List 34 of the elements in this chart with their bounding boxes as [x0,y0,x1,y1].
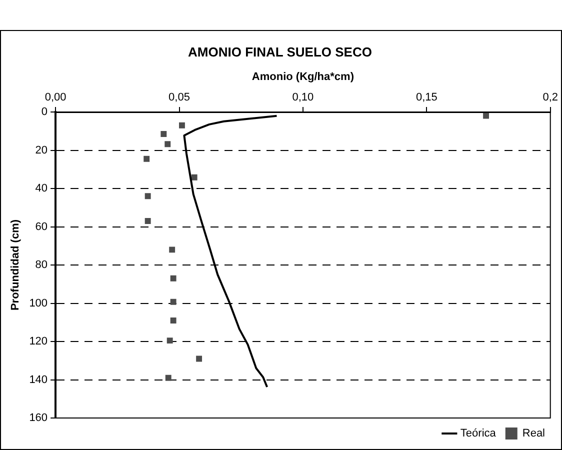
point [169,246,176,253]
point [144,193,151,200]
x-tick-label: 0,05 [168,91,190,104]
chart-title: AMONIO FINAL SUELO SECO [188,44,372,60]
legend-label: Teórica [460,428,497,440]
point [170,317,176,324]
x-tick-label: 0,10 [292,91,314,104]
x-tick-label: 0,15 [416,91,438,104]
y-tick-label: 100 [29,297,48,310]
point [160,131,167,137]
point [144,156,150,162]
x-tick-label: 0,00 [44,91,66,104]
y-tick-label: 80 [35,259,48,272]
point [166,338,173,344]
point [483,112,490,119]
y-tick-label: 140 [29,374,48,386]
y-tick-label: 0 [41,106,48,118]
x-axis-title: Amonio (Kg/ha*cm) [252,71,354,84]
point [164,141,171,148]
y-axis-title: Profundidad (cm) [10,219,22,311]
point [191,174,198,180]
y-tick-label: 160 [29,412,48,424]
y-tick-label: 120 [29,336,48,348]
point [170,298,176,305]
point [179,122,185,128]
point [165,374,172,381]
point [170,275,176,282]
y-tick-label: 60 [35,220,48,233]
point [144,218,151,224]
legend-label: Real [522,428,545,440]
y-tick-label: 20 [35,144,48,156]
x-tick-label: 0,2 [542,91,558,104]
y-tick-label: 40 [35,182,48,195]
point [196,356,202,362]
